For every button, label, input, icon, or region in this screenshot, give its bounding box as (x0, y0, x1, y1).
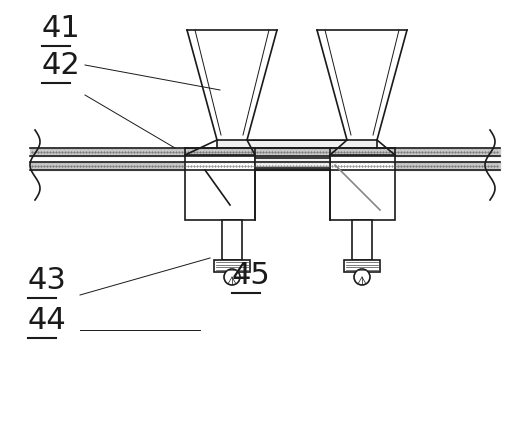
Text: 45: 45 (232, 261, 271, 290)
Text: 44: 44 (28, 306, 67, 335)
Text: 43: 43 (28, 266, 67, 295)
Text: 41: 41 (42, 14, 81, 43)
Bar (330, 155, 395, 220)
Bar (222, 220, 242, 260)
Bar (255, 158, 330, 168)
Bar (185, 155, 255, 220)
Circle shape (354, 269, 370, 285)
Bar (214, 260, 250, 272)
Bar (344, 260, 380, 272)
Text: 42: 42 (42, 51, 81, 80)
Circle shape (224, 269, 240, 285)
Bar (217, 140, 377, 148)
Bar (352, 220, 372, 260)
